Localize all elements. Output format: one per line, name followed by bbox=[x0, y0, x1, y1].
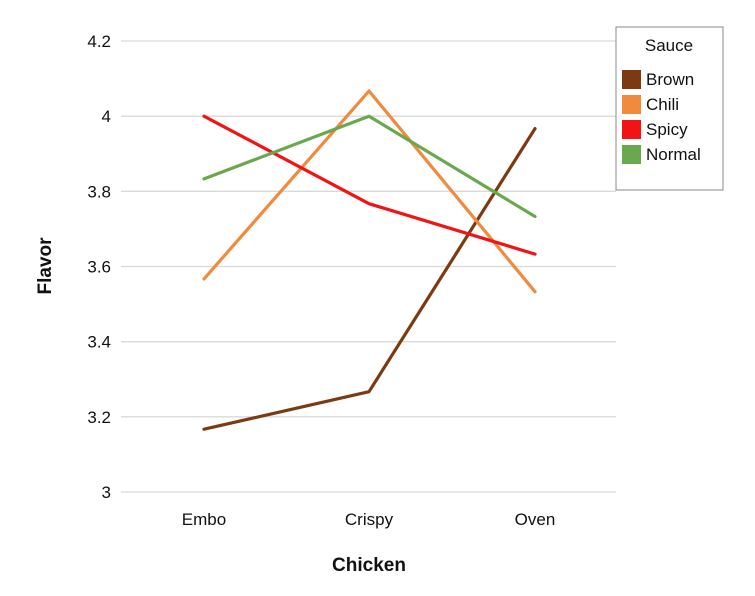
y-axis-title: Flavor bbox=[35, 237, 56, 295]
y-tick-label: 4.2 bbox=[87, 32, 111, 51]
y-tick-label: 3.2 bbox=[87, 408, 111, 427]
series-line-brown bbox=[202, 127, 537, 431]
legend-swatch-chili bbox=[622, 95, 641, 114]
legend-label-normal: Normal bbox=[646, 145, 701, 164]
series-line-spicy bbox=[202, 114, 537, 256]
y-tick-label: 3.4 bbox=[87, 333, 111, 352]
y-tick-label: 3 bbox=[102, 483, 111, 502]
y-tick-label: 3.6 bbox=[87, 258, 111, 277]
x-axis-ticks: Embo Crispy Oven bbox=[182, 510, 556, 529]
y-tick-label: 4 bbox=[102, 107, 111, 126]
x-tick-label: Crispy bbox=[345, 510, 394, 529]
legend-title: Sauce bbox=[645, 36, 693, 55]
legend-label-spicy: Spicy bbox=[646, 120, 688, 139]
x-tick-label: Oven bbox=[515, 510, 556, 529]
legend-swatch-normal bbox=[622, 145, 641, 164]
y-tick-label: 3.8 bbox=[87, 182, 111, 201]
series-line-normal bbox=[202, 114, 537, 219]
y-axis-ticks: 3 3.2 3.4 3.6 3.8 4 4.2 bbox=[87, 32, 111, 502]
x-tick-label: Embo bbox=[182, 510, 226, 529]
legend-label-brown: Brown bbox=[646, 70, 694, 89]
gridlines bbox=[121, 40, 616, 493]
series-lines bbox=[202, 89, 537, 431]
legend-swatch-brown bbox=[622, 70, 641, 89]
legend: Sauce Brown Chili Spicy Normal bbox=[615, 26, 724, 191]
series-line-chili bbox=[202, 89, 537, 294]
x-axis-title: Chicken bbox=[332, 555, 406, 576]
legend-items: Brown Chili Spicy Normal bbox=[622, 70, 701, 164]
legend-swatch-spicy bbox=[622, 120, 641, 139]
legend-label-chili: Chili bbox=[646, 95, 679, 114]
